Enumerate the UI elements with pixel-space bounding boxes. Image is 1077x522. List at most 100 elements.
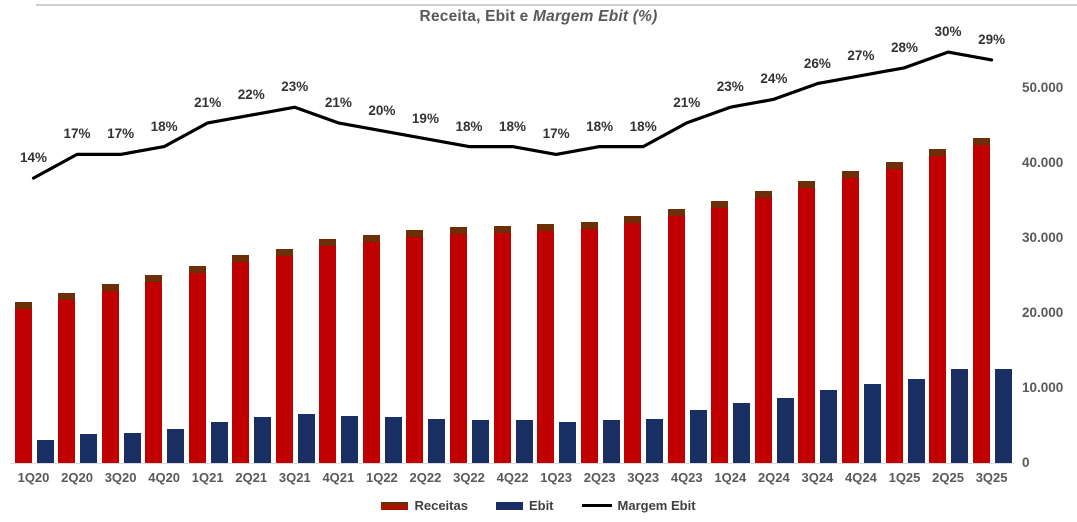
- x-axis-label: 4Q23: [670, 470, 703, 485]
- margin-label: 28%: [890, 39, 919, 55]
- receitas-bar: [580, 222, 598, 463]
- legend: Receitas Ebit Margem Ebit: [0, 498, 1077, 513]
- receitas-bar: [624, 216, 642, 463]
- legend-receitas-label: Receitas: [414, 498, 468, 513]
- ebit-bar: [210, 422, 228, 463]
- margin-label: 14%: [19, 150, 48, 166]
- margin-label: 18%: [586, 118, 614, 134]
- margem-ebit-line-swatch-icon: [581, 504, 612, 507]
- x-axis-label: 1Q21: [191, 470, 224, 485]
- ebit-swatch-icon: [495, 501, 523, 510]
- y-axis-tick: 50.000: [1022, 80, 1064, 95]
- receitas-bar: [14, 302, 32, 463]
- receitas-swatch-icon: [381, 501, 409, 510]
- margin-label: 26%: [803, 55, 831, 71]
- y-axis-tick: 10.000: [1022, 380, 1064, 395]
- legend-margem-ebit-label: Margem Ebit: [617, 498, 696, 513]
- ebit-bar: [384, 417, 402, 463]
- receitas-bar: [841, 171, 859, 463]
- chart-title-italic: Margem Ebit (%): [533, 8, 658, 25]
- margin-label: 18%: [455, 118, 483, 134]
- receitas-bar: [798, 181, 816, 463]
- ebit-bar: [602, 420, 620, 463]
- receitas-bar: [711, 201, 729, 463]
- receitas-bar: [232, 255, 250, 463]
- legend-ebit: Ebit: [495, 498, 554, 513]
- margin-label: 21%: [324, 94, 352, 110]
- margin-label: 24%: [760, 71, 788, 87]
- x-axis-label: 3Q20: [104, 470, 137, 485]
- margin-label: 18%: [629, 118, 657, 134]
- ebit-bar: [123, 433, 141, 463]
- receitas-bar: [145, 275, 163, 463]
- receitas-bar: [101, 284, 119, 463]
- x-axis-label: 1Q24: [714, 470, 747, 485]
- ebit-bar: [559, 422, 577, 463]
- receitas-bar: [885, 162, 903, 463]
- margin-label: 23%: [716, 79, 744, 95]
- ebit-bar: [472, 420, 489, 463]
- x-axis-label: 2Q24: [757, 470, 790, 485]
- ebit-bar: [36, 440, 54, 463]
- margin-label: 18%: [150, 118, 178, 134]
- ebit-bar: [167, 429, 185, 463]
- chart-title: Receita, Ebit e Margem Ebit (%): [0, 8, 1077, 26]
- ebit-bar: [254, 417, 272, 463]
- x-axis-label: 3Q25: [975, 470, 1008, 485]
- margin-label: 17%: [107, 126, 135, 142]
- ebit-bar: [297, 414, 315, 463]
- x-axis-label: 4Q21: [322, 470, 355, 485]
- x-axis-line: [10, 463, 1014, 464]
- x-axis-label: 3Q23: [627, 470, 660, 485]
- ebit-bar: [776, 398, 794, 463]
- y-axis-tick: 20.000: [1022, 305, 1064, 320]
- receitas-bar: [450, 227, 467, 463]
- x-axis-label: 4Q22: [496, 470, 529, 485]
- ebit-bar: [951, 369, 969, 463]
- x-axis-label: 4Q20: [148, 470, 181, 485]
- margin-label: 21%: [194, 94, 222, 110]
- x-axis-label: 3Q22: [453, 470, 485, 485]
- receitas-bar: [929, 149, 947, 463]
- receitas-bar: [406, 230, 424, 463]
- ebit-bar: [428, 419, 446, 463]
- x-axis-label: 1Q23: [540, 470, 572, 485]
- receitas-bar: [319, 239, 337, 463]
- x-axis-label: 3Q21: [278, 470, 311, 485]
- ebit-bar: [646, 419, 664, 463]
- margin-label: 22%: [237, 87, 265, 103]
- margin-label: 19%: [411, 110, 439, 126]
- legend-ebit-label: Ebit: [528, 498, 554, 513]
- margin-label: 17%: [63, 126, 91, 142]
- margin-label: 17%: [542, 126, 570, 142]
- ebit-bar: [863, 384, 881, 463]
- x-axis-label: 1Q22: [365, 470, 398, 485]
- receitas-bar: [972, 138, 990, 463]
- ebit-bar: [689, 410, 707, 463]
- window-divider: [36, 4, 1077, 6]
- x-axis-label: 2Q20: [61, 470, 93, 485]
- x-axis-label: 2Q23: [583, 470, 616, 485]
- y-axis-tick: 30.000: [1022, 230, 1064, 245]
- receitas-bar: [537, 224, 555, 463]
- x-axis-label: 1Q20: [17, 470, 50, 485]
- chart-title-regular: Receita, Ebit e: [419, 8, 534, 25]
- y-axis-tick: 40.000: [1022, 155, 1064, 170]
- receitas-bar: [275, 249, 293, 463]
- ebit-bar: [994, 369, 1012, 463]
- ebit-bar: [733, 403, 751, 463]
- legend-margem-ebit: Margem Ebit: [581, 498, 696, 513]
- x-axis-label: 2Q21: [235, 470, 268, 485]
- x-axis-label: 1Q25: [888, 470, 921, 485]
- margin-label: 30%: [934, 24, 962, 40]
- margin-label: 29%: [978, 31, 1006, 47]
- ebit-bar: [515, 420, 533, 463]
- ebit-bar: [80, 434, 98, 463]
- margin-label: 20%: [368, 102, 396, 118]
- ebit-bar: [341, 416, 359, 463]
- receitas-bar: [58, 293, 76, 463]
- receitas-bar: [667, 209, 685, 463]
- margin-label: 23%: [281, 79, 309, 95]
- receitas-bar: [754, 191, 772, 463]
